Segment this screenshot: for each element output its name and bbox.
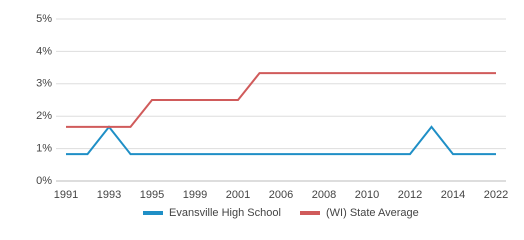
y-tick-label: 1% bbox=[36, 143, 52, 155]
series-line bbox=[66, 72, 496, 128]
x-tick-label: 2006 bbox=[269, 189, 293, 201]
x-tick-label: 1999 bbox=[183, 189, 207, 201]
x-tick-label: 2012 bbox=[398, 189, 422, 201]
x-tick-label: 2008 bbox=[312, 189, 336, 201]
y-tick-label: 3% bbox=[36, 78, 52, 90]
x-tick-label: 2010 bbox=[355, 189, 379, 201]
x-tick-label: 2022 bbox=[484, 189, 508, 201]
y-tick-label: 4% bbox=[36, 45, 52, 57]
x-tick-label: 1993 bbox=[97, 189, 121, 201]
y-tick-label: 0% bbox=[36, 175, 52, 187]
y-tick-label: 5% bbox=[36, 13, 52, 25]
legend-label: (WI) State Average bbox=[326, 207, 419, 219]
series-line bbox=[66, 125, 496, 156]
y-tick-label: 2% bbox=[36, 110, 52, 122]
x-tick-label: 2001 bbox=[226, 189, 250, 201]
legend-label: Evansville High School bbox=[169, 207, 281, 219]
x-tick-label: 1991 bbox=[54, 189, 78, 201]
x-tick-label: 1995 bbox=[140, 189, 164, 201]
x-tick-label: 2014 bbox=[441, 189, 465, 201]
chart: 0% 1% 2% 3% 4% 5% 1991 1993 1995 1999 2001 2006 2008… bbox=[36, 13, 508, 219]
